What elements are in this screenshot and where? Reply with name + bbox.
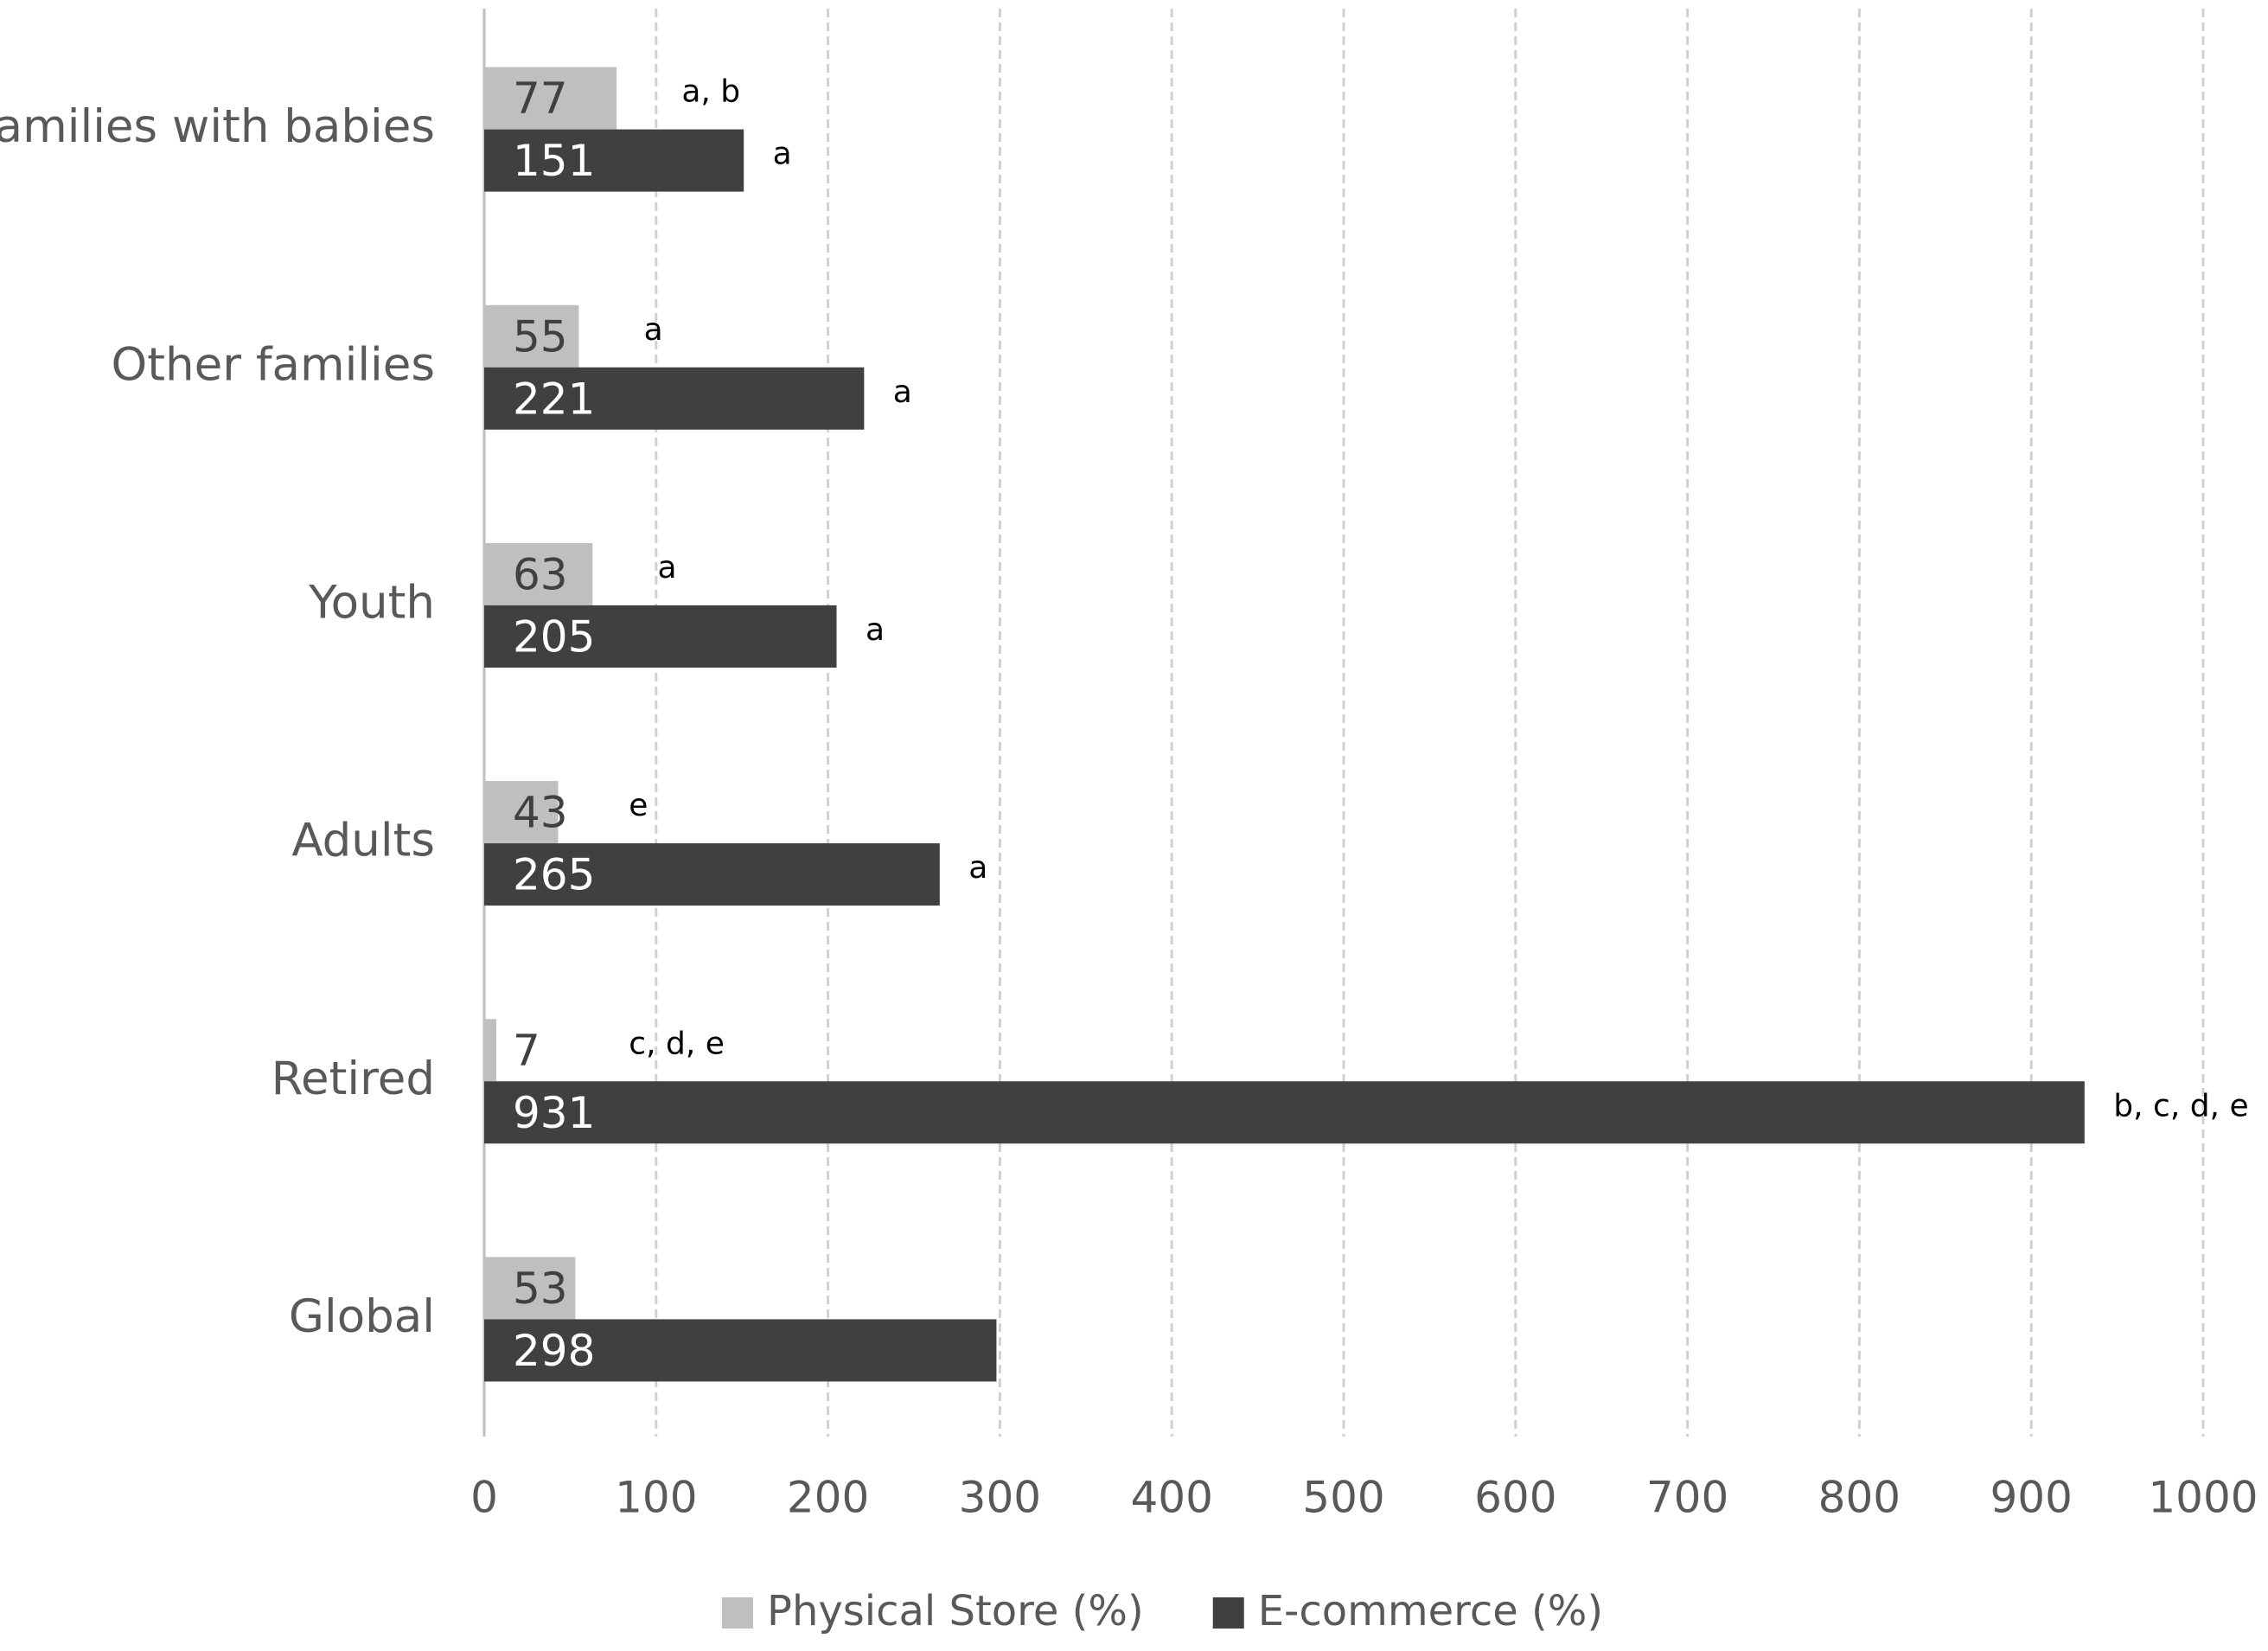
data-label: 43 bbox=[513, 788, 568, 838]
bar bbox=[484, 781, 559, 844]
data-label: 63 bbox=[513, 549, 568, 599]
data-label: 53 bbox=[513, 1264, 568, 1314]
data-label: 205 bbox=[513, 611, 595, 662]
data-label: 221 bbox=[513, 374, 595, 424]
legend-label: Physical Store (%) bbox=[767, 1587, 1144, 1635]
data-label: 298 bbox=[513, 1326, 595, 1376]
data-label: 151 bbox=[513, 136, 595, 186]
annotation: e bbox=[629, 788, 648, 823]
bar bbox=[484, 1319, 997, 1382]
annotation: a, b bbox=[681, 74, 740, 110]
category-label: Retired bbox=[272, 1053, 435, 1105]
bar bbox=[484, 843, 940, 906]
x-tick-label: 400 bbox=[1130, 1473, 1212, 1523]
data-label: 7 bbox=[513, 1026, 540, 1076]
legend-swatch bbox=[1212, 1597, 1244, 1629]
x-tick-label: 300 bbox=[959, 1473, 1041, 1523]
x-tick-label: 0 bbox=[470, 1473, 498, 1523]
bar bbox=[484, 1019, 496, 1082]
x-tick-label: 600 bbox=[1474, 1473, 1556, 1523]
x-tick-label: 700 bbox=[1646, 1473, 1728, 1523]
x-tick-label: 900 bbox=[1990, 1473, 2072, 1523]
data-label: 77 bbox=[513, 74, 568, 124]
bar bbox=[484, 129, 744, 192]
category-label: Global bbox=[289, 1290, 435, 1343]
bar bbox=[484, 367, 865, 430]
annotation: a bbox=[968, 850, 987, 886]
annotation: b, c, d, e bbox=[2113, 1088, 2248, 1123]
x-tick-label: 800 bbox=[1818, 1473, 1901, 1523]
data-label: 55 bbox=[513, 311, 568, 362]
annotation: a bbox=[773, 137, 792, 172]
annotation: a bbox=[644, 312, 663, 348]
x-tick-label: 1000 bbox=[2148, 1473, 2258, 1523]
legend-label: E-commerce (%) bbox=[1258, 1587, 1603, 1635]
category-label: Other families bbox=[112, 338, 436, 391]
bar bbox=[484, 1081, 2085, 1144]
bar bbox=[484, 542, 593, 605]
bar bbox=[484, 1257, 576, 1320]
bar bbox=[484, 605, 837, 668]
annotation: a bbox=[866, 612, 885, 648]
bar bbox=[484, 304, 579, 368]
category-label: Families with babies bbox=[0, 100, 435, 153]
annotation: a bbox=[658, 550, 677, 586]
category-label: Youth bbox=[308, 577, 435, 630]
data-label: 265 bbox=[513, 850, 595, 900]
category-label: Adults bbox=[291, 815, 435, 867]
annotation: c, d, e bbox=[629, 1026, 725, 1061]
x-tick-label: 200 bbox=[787, 1473, 869, 1523]
x-tick-label: 100 bbox=[615, 1473, 697, 1523]
annotation: a bbox=[893, 374, 912, 410]
x-tick-label: 500 bbox=[1302, 1473, 1384, 1523]
bar bbox=[484, 67, 617, 130]
legend-swatch bbox=[722, 1597, 753, 1629]
data-label: 931 bbox=[513, 1088, 595, 1138]
